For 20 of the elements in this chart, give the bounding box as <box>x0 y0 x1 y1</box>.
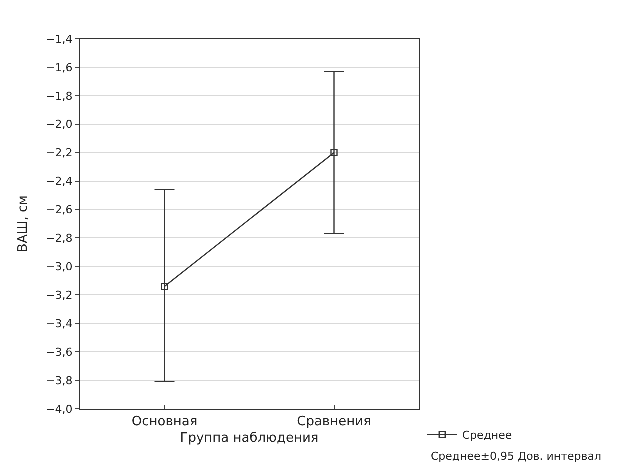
x-axis-title: Группа наблюдения <box>180 431 319 446</box>
x-tick-label: Сравнения <box>297 414 372 430</box>
y-tick-label: −3,0 <box>46 260 73 274</box>
x-tick-label: Основная <box>132 414 198 430</box>
y-tick-label: −2,8 <box>46 232 73 246</box>
y-tick-label: −3,6 <box>46 346 73 359</box>
y-tick-label: −3,4 <box>46 317 73 330</box>
y-tick-label: −2,2 <box>46 146 73 160</box>
y-tick-label: −2,0 <box>46 118 73 132</box>
text: Среднее±0,95 Дов. интервал <box>431 450 602 463</box>
y-tick-label: −3,8 <box>46 374 73 388</box>
y-tick-label: −1,6 <box>46 61 73 74</box>
y-tick-label: −3,2 <box>46 289 73 302</box>
y-tick-label: −1,4 <box>46 32 73 46</box>
y-axis-title: ВАШ, см <box>16 196 32 252</box>
legend-label: Среднее <box>462 428 512 442</box>
y-tick-label: −2,6 <box>46 204 73 217</box>
y-tick-label: −4,0 <box>46 402 73 416</box>
y-tick-label: −2,4 <box>46 175 73 188</box>
y-tick-label: −1,8 <box>46 90 73 103</box>
